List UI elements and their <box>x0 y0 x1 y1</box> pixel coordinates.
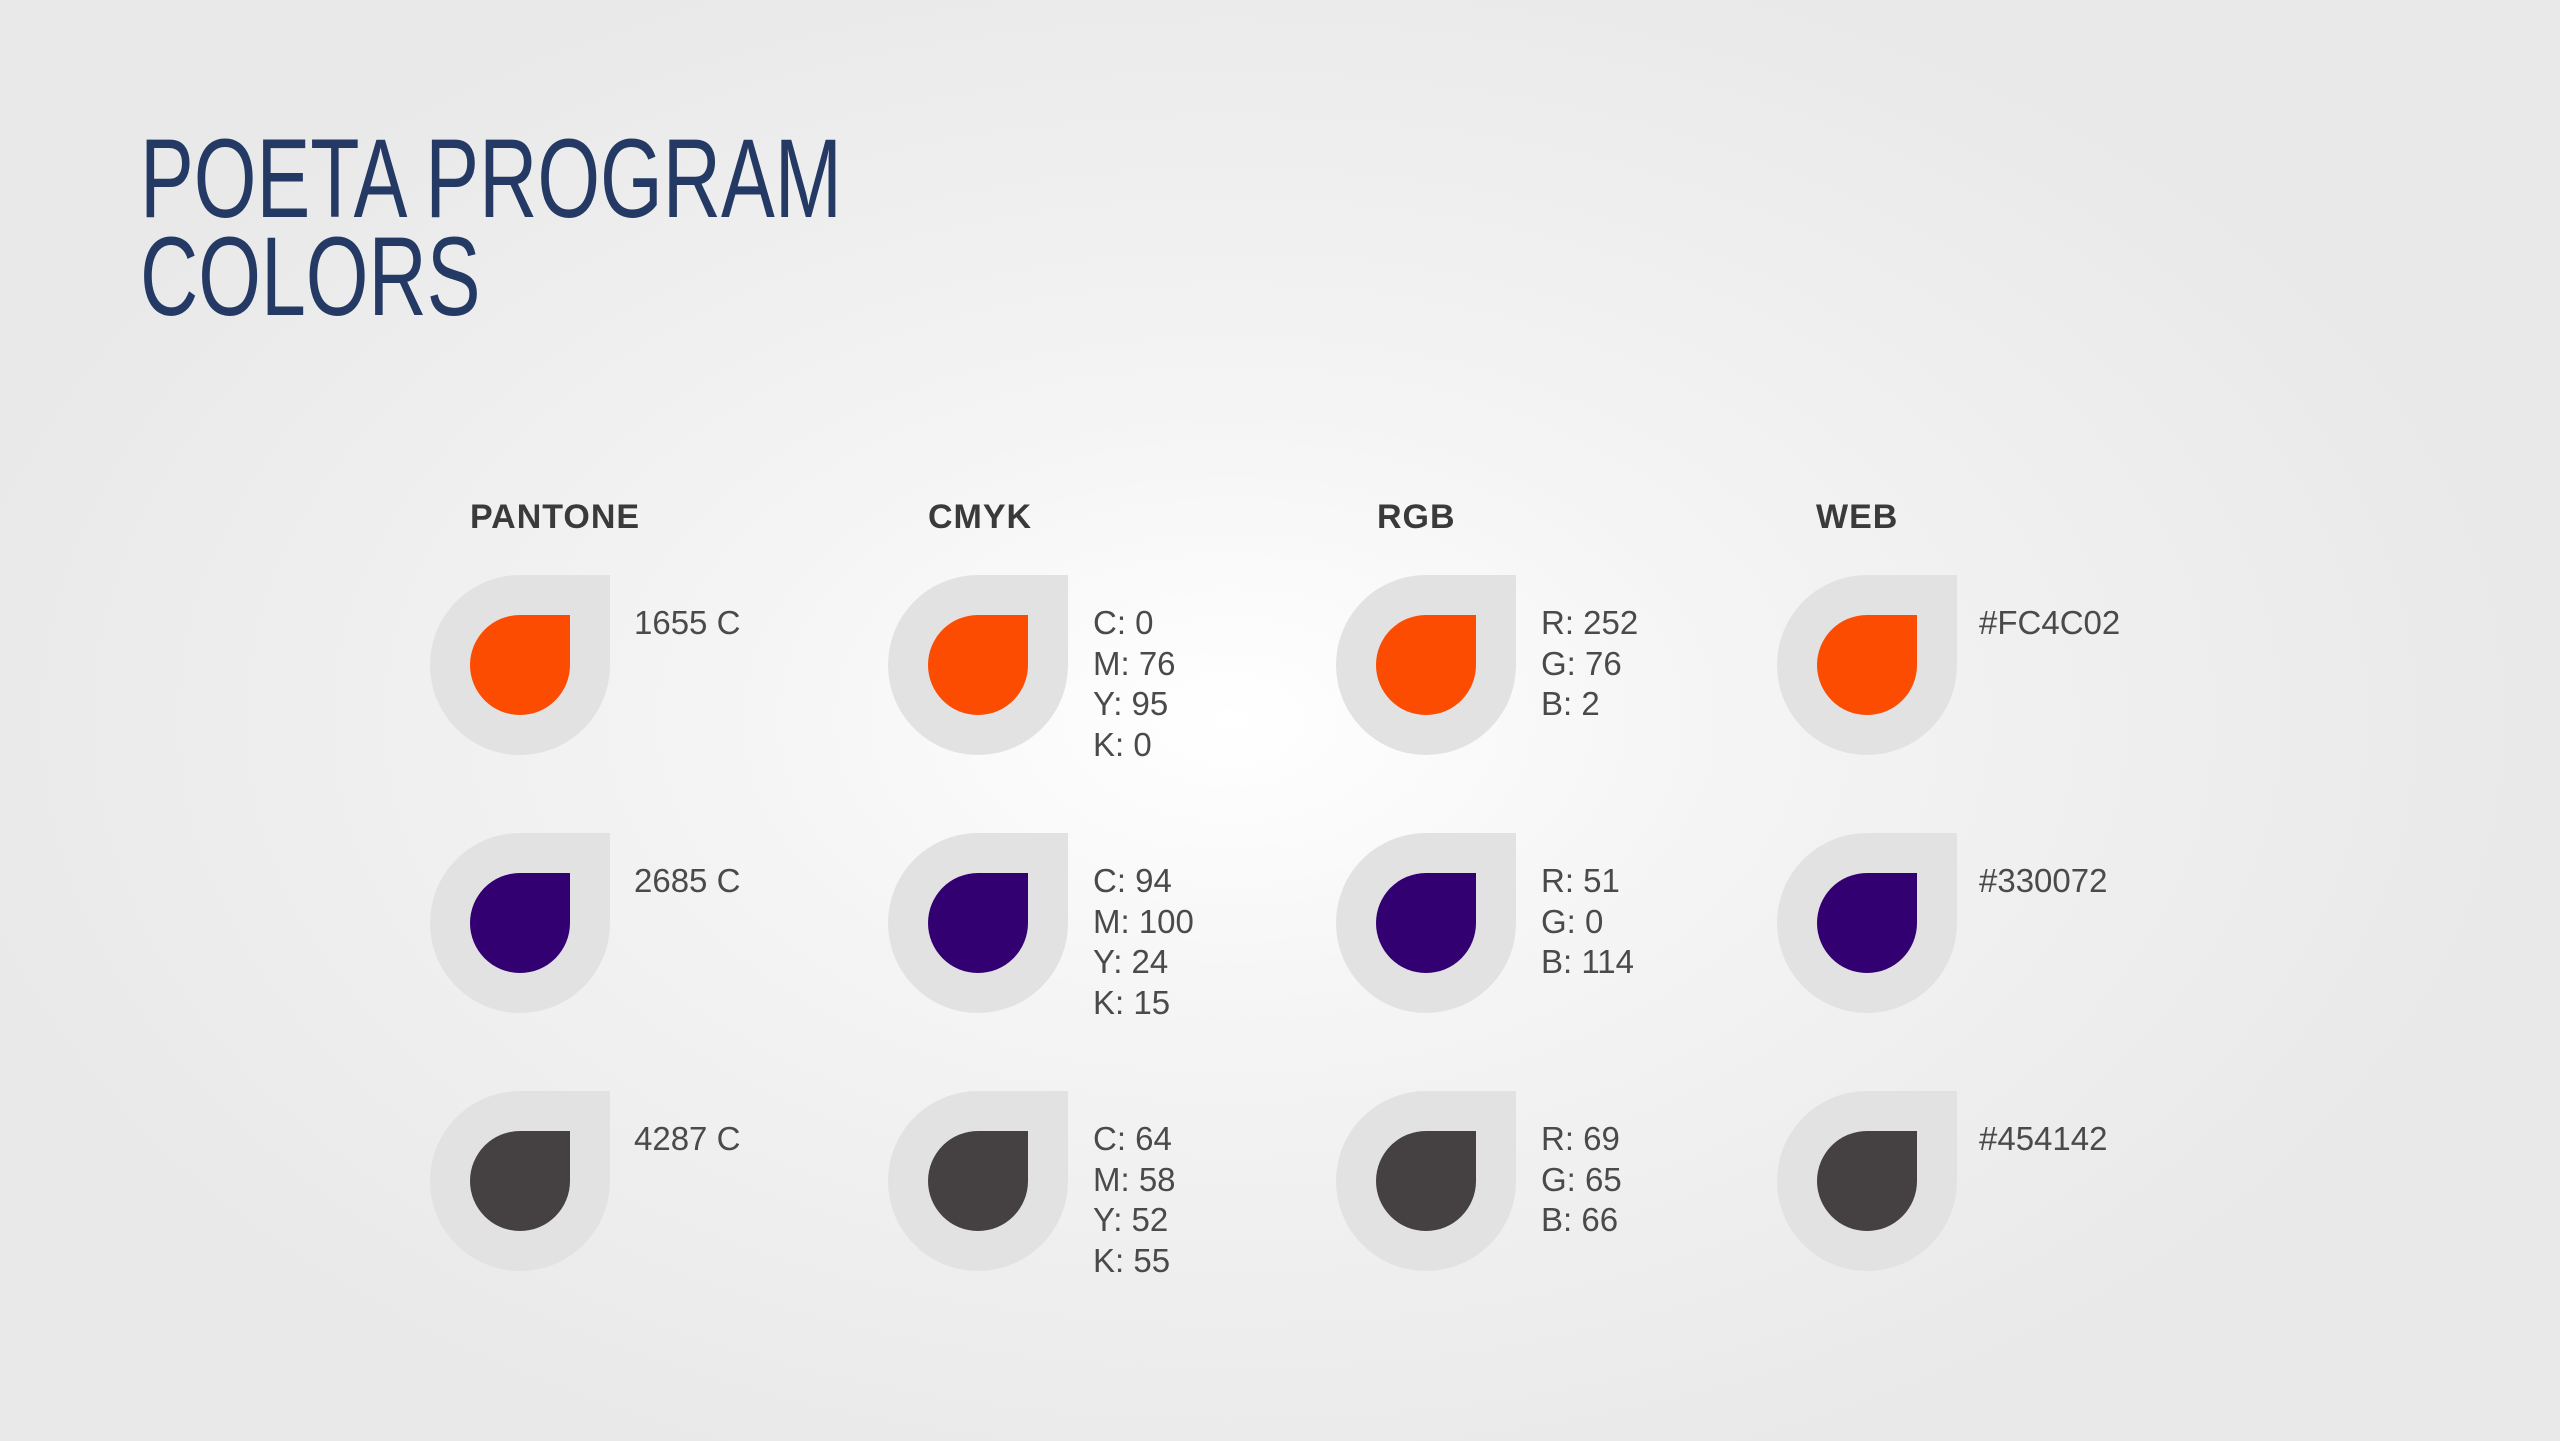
page-title: POETA PROGRAM COLORS <box>140 116 842 339</box>
cmyk-line: K: 0 <box>1093 725 1152 763</box>
web-line: #330072 <box>1979 862 2108 899</box>
color-drop-icon <box>1336 575 1516 755</box>
pantone-value: 1655 C <box>634 603 740 644</box>
cmyk-line: C: 0 <box>1093 604 1154 641</box>
cmyk-line: Y: 95 <box>1093 685 1169 722</box>
cmyk-line: M: 58 <box>1093 1160 1176 1198</box>
pantone-line: 2685 C <box>634 862 741 899</box>
color-swatch <box>470 1131 570 1231</box>
web-value: #FC4C02 <box>1979 603 2120 644</box>
rgb-line: B: 2 <box>1541 685 1600 722</box>
rgb-line: R: 69 <box>1541 1120 1620 1157</box>
color-swatch <box>1376 1131 1476 1231</box>
cmyk-line: Y: 24 <box>1093 943 1169 980</box>
column-header-web: WEB <box>1816 498 1899 536</box>
color-drop-icon <box>430 1091 610 1271</box>
color-swatch <box>1376 615 1476 715</box>
column-header-cmyk: CMYK <box>928 498 1033 536</box>
color-swatch <box>1817 873 1917 973</box>
color-drop-icon <box>888 833 1068 1013</box>
web-line: #FC4C02 <box>1979 604 2121 641</box>
rgb-line: R: 51 <box>1541 862 1620 899</box>
color-drop-icon <box>430 833 610 1013</box>
column-header-rgb: RGB <box>1377 498 1456 536</box>
color-drop-icon <box>1777 575 1957 755</box>
cmyk-value: C: 0 M: 76 Y: 95 K: 0 <box>1093 603 1176 765</box>
color-drop-icon <box>1777 1091 1957 1271</box>
rgb-line: B: 66 <box>1541 1201 1619 1238</box>
color-drop-icon <box>1777 833 1957 1013</box>
rgb-line: R: 252 <box>1541 604 1639 641</box>
cmyk-line: C: 64 <box>1093 1120 1172 1157</box>
color-swatch <box>928 873 1028 973</box>
color-swatch <box>1817 615 1917 715</box>
cmyk-line: Y: 52 <box>1093 1201 1169 1238</box>
rgb-line: G: 0 <box>1541 902 1604 940</box>
title-line-1: POETA PROGRAM <box>140 116 842 241</box>
pantone-line: 4287 C <box>634 1120 741 1157</box>
color-swatch <box>470 873 570 973</box>
cmyk-line: K: 55 <box>1093 1241 1171 1279</box>
color-drop-icon <box>888 575 1068 755</box>
cmyk-line: K: 15 <box>1093 983 1171 1021</box>
rgb-value: R: 252 G: 76 B: 2 <box>1541 603 1638 725</box>
cmyk-value: C: 64 M: 58 Y: 52 K: 55 <box>1093 1119 1176 1281</box>
cmyk-line: C: 94 <box>1093 862 1172 899</box>
color-swatch <box>1817 1131 1917 1231</box>
color-drop-icon <box>888 1091 1068 1271</box>
rgb-line: G: 76 <box>1541 644 1622 682</box>
title-line-2: COLORS <box>140 214 481 339</box>
color-swatch <box>470 615 570 715</box>
rgb-value: R: 51 G: 0 B: 114 <box>1541 861 1634 983</box>
color-drop-icon <box>430 575 610 755</box>
rgb-line: B: 114 <box>1541 943 1634 980</box>
color-swatch <box>928 615 1028 715</box>
color-drop-icon <box>1336 833 1516 1013</box>
pantone-value: 4287 C <box>634 1119 740 1160</box>
color-drop-icon <box>1336 1091 1516 1271</box>
rgb-line: G: 65 <box>1541 1160 1622 1198</box>
web-line: #454142 <box>1979 1120 2108 1157</box>
pantone-line: 1655 C <box>634 604 741 641</box>
web-value: #330072 <box>1979 861 2107 902</box>
column-header-pantone: PANTONE <box>470 498 641 536</box>
rgb-value: R: 69 G: 65 B: 66 <box>1541 1119 1622 1241</box>
pantone-value: 2685 C <box>634 861 740 902</box>
cmyk-line: M: 76 <box>1093 644 1176 682</box>
web-value: #454142 <box>1979 1119 2107 1160</box>
cmyk-line: M: 100 <box>1093 902 1194 940</box>
cmyk-value: C: 94 M: 100 Y: 24 K: 15 <box>1093 861 1194 1023</box>
color-swatch <box>1376 873 1476 973</box>
color-swatch <box>928 1131 1028 1231</box>
